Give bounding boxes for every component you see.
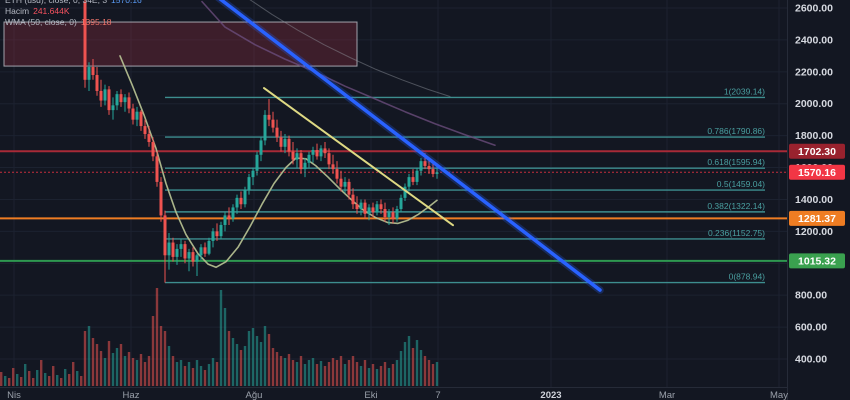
price-tick-label: 2000.00 [795,98,833,110]
fib-level-label: 0(878.94) [729,272,766,282]
fib-level-label: 1(2039.14) [724,86,765,96]
fib-level-label: 0.236(1152.75) [708,228,765,238]
price-badge [789,253,845,269]
legend-wma-label: WMA (50, close, 0) [5,17,77,27]
time-tick-label: May [770,390,788,400]
price-tick-label: 1800.00 [795,130,833,142]
blue-downtrend-trendline[interactable] [215,0,602,292]
candles [83,0,439,283]
price-badge-value: 1570.16 [798,167,836,179]
price-badge-value: 1015.32 [798,256,836,268]
volume-bars [0,288,439,386]
legend-volume-value: 241.644K [33,6,70,16]
fib-level-label: 0.382(1322.14) [707,201,765,211]
price-tick-label: 1200.00 [795,226,833,238]
ma-gray-line [249,0,451,97]
legend-series-label: ETH (usd), close, 0, 34E, 3 [5,0,108,5]
time-tick-label: Mar [659,390,675,400]
time-tick-label: Eki [364,390,377,400]
price-tick-label: 2200.00 [795,66,833,78]
price-tick-label: 800.00 [795,290,827,302]
legend-wma-row[interactable]: WMA (50, close, 0) 1395.18 [5,17,142,28]
legend-volume-label: Hacim [5,6,30,16]
price-badge [789,164,845,180]
time-tick-label: Haz [123,390,140,400]
fib-level-label: 0.5(1459.04) [717,179,765,189]
price-badge-value: 1702.30 [798,146,836,158]
fib-level-label: 0.786(1790.86) [707,126,765,136]
fib-level-label: 0.618(1595.94) [707,157,765,167]
time-tick-label: Nis [7,390,21,400]
chart-legend: ETH (usd), close, 0, 34E, 3 1570.16 Hacim… [5,0,142,29]
legend-volume-row[interactable]: Hacim 241.644K [5,6,142,17]
yellow-downtrend-trendline[interactable] [263,87,454,227]
wma-50-line [119,55,438,269]
ma-purple-line [201,0,496,146]
time-tick-label: 7 [435,390,440,400]
time-axis[interactable]: Nis Haz Ağu Eki 7 2023 Mar May [0,387,788,400]
price-badge [789,143,845,159]
legend-wma-value: 1395.18 [80,17,112,27]
price-tick-label: 2600.00 [795,3,833,15]
legend-series-value: 1570.16 [111,0,142,5]
price-tick-label: 600.00 [795,322,827,334]
legend-series-row[interactable]: ETH (usd), close, 0, 34E, 3 1570.16 [5,0,142,6]
time-tick-label: 2023 [540,390,561,400]
price-tick-label: 1400.00 [795,194,833,206]
price-tick-label: 2400.00 [795,34,833,46]
price-axis[interactable]: 2600.002400.002200.002000.001800.001600.… [787,0,850,400]
fib-retracement[interactable]: 1(2039.14) 0.786(1790.86) 0.618(1595.94) 0.… [165,86,766,284]
price-tick-label: 400.00 [795,354,827,366]
price-badge-value: 1281.37 [798,213,836,225]
price-badge [789,210,845,226]
time-tick-label: Ağu [246,390,263,400]
